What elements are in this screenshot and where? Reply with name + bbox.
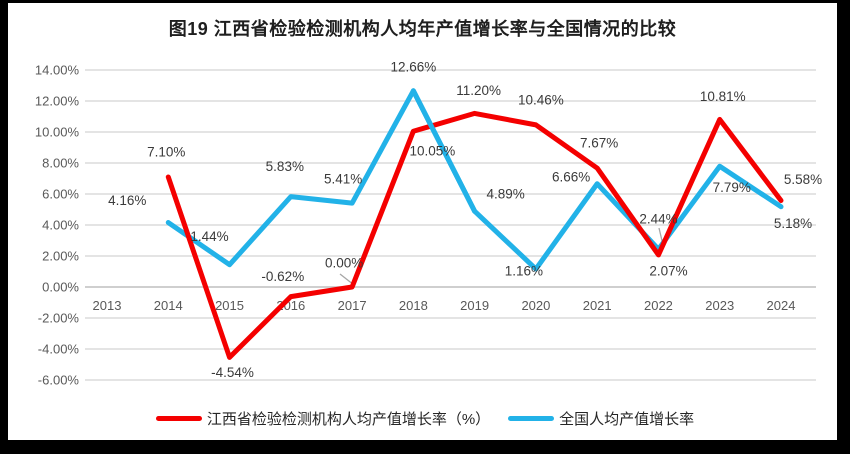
legend-label-jiangxi: 江西省检验检测机构人均产值增长率（%） (206, 411, 491, 428)
data-label-series0: 10.05% (409, 144, 455, 159)
data-label-series0: -4.54% (211, 365, 254, 380)
chart-title: 图19 江西省检验检测机构人均年产值增长率与全国情况的比较 (168, 19, 677, 39)
data-label-series1: 12.66% (390, 59, 436, 74)
y-tick-label: -2.00% (38, 311, 80, 326)
y-tick-label: 0.00% (42, 280, 79, 295)
x-tick-label: 2014 (154, 298, 183, 313)
chart-canvas (8, 3, 837, 440)
x-tick-label: 2018 (399, 298, 428, 313)
x-tick-label: 2019 (460, 298, 489, 313)
y-tick-label: 14.00% (35, 63, 80, 78)
y-tick-label: 4.00% (42, 218, 79, 233)
series-line-overdraw (410, 88, 478, 214)
data-label-series0: 0.00% (325, 256, 363, 271)
data-label-series1: 5.83% (266, 159, 304, 174)
y-tick-label: 10.00% (35, 125, 80, 140)
legend-label-national: 全国人均产值增长率 (559, 411, 695, 428)
data-label-series0: 7.10% (147, 144, 185, 159)
data-label-series1: 1.44% (190, 229, 228, 244)
data-label-series1: 7.79% (713, 180, 751, 195)
series-line-1 (165, 88, 784, 272)
y-tick-label: 2.00% (42, 249, 79, 264)
data-label-series0: 10.46% (518, 92, 564, 107)
legend-item-jiangxi: 江西省检验检测机构人均产值增长率（%） (155, 408, 491, 429)
legend-swatch-national (508, 416, 555, 421)
data-label-series1: 4.16% (108, 193, 146, 208)
x-tick-label: 2022 (644, 298, 673, 313)
y-tick-label: -6.00% (38, 373, 80, 388)
x-tick-label: 2024 (767, 298, 796, 313)
x-tick-label: 2021 (583, 298, 612, 313)
data-label-series1: 5.18% (774, 216, 812, 231)
y-tick-label: 6.00% (42, 187, 79, 202)
x-tick-label: 2013 (93, 298, 122, 313)
x-tick-label: 2020 (521, 298, 550, 313)
data-label-series1: 1.16% (505, 264, 543, 279)
x-tick-label: 2015 (215, 298, 244, 313)
data-label-series1: 5.41% (324, 172, 362, 187)
data-label-series0: 2.07% (649, 263, 687, 278)
series-line-0 (165, 110, 784, 360)
data-label-series0: 7.67% (580, 136, 618, 151)
data-label-series0: -0.62% (261, 269, 304, 284)
y-tick-label: 12.00% (35, 94, 80, 109)
data-label-series0: 10.81% (700, 89, 746, 104)
y-tick-label: -4.00% (38, 342, 80, 357)
data-label-series1: 4.89% (486, 187, 524, 202)
x-tick-label: 2023 (705, 298, 734, 313)
legend: 江西省检验检测机构人均产值增长率（%） 全国人均产值增长率 (30, 408, 820, 429)
data-label-series1: 2.44% (639, 212, 677, 227)
legend-item-national: 全国人均产值增长率 (508, 408, 694, 429)
data-label-series0: 5.58% (784, 172, 822, 187)
x-tick-label: 2017 (338, 298, 367, 313)
y-tick-label: 8.00% (42, 156, 79, 171)
data-label-series1: 6.66% (552, 169, 590, 184)
data-label-series0: 11.20% (456, 83, 501, 98)
legend-swatch-jiangxi (155, 416, 202, 421)
